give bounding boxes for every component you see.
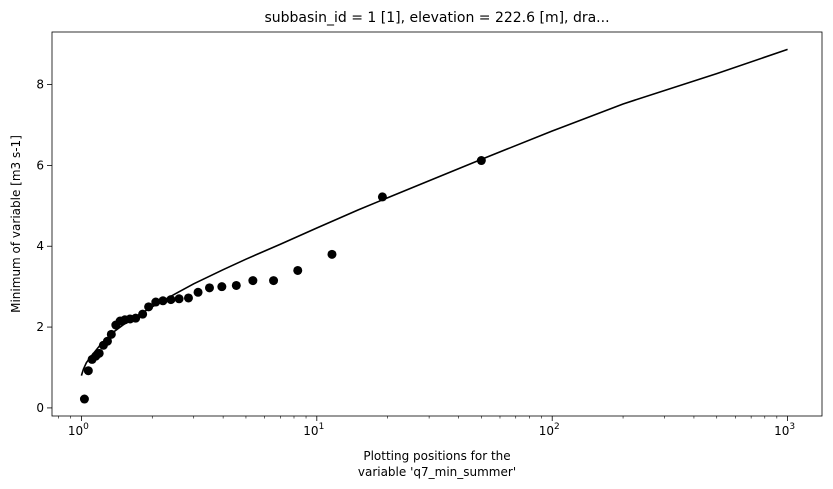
x-axis-label-line-1: Plotting positions for the	[363, 449, 510, 463]
data-point	[83, 366, 93, 376]
fit-line	[80, 48, 788, 376]
x-tick-label: 103	[774, 422, 795, 438]
data-point	[183, 293, 193, 303]
x-tick-label: 100	[68, 422, 89, 438]
data-point	[94, 348, 104, 358]
data-point	[204, 283, 214, 293]
y-tick-label: 4	[36, 239, 44, 253]
data-point	[174, 294, 184, 304]
x-tick-exponent: 0	[83, 422, 89, 432]
data-point	[293, 265, 303, 275]
x-tick-label: 101	[303, 422, 324, 438]
data-point	[327, 249, 337, 259]
data-point	[269, 276, 279, 286]
x-tick-exponent: 3	[789, 422, 795, 432]
y-tick-label: 8	[36, 78, 44, 92]
chart-title: subbasin_id = 1 [1], elevation = 222.6 […	[264, 10, 609, 26]
data-point	[231, 280, 241, 290]
data-point	[144, 302, 154, 312]
x-tick-label: 102	[539, 422, 560, 438]
data-point	[248, 276, 258, 286]
y-tick-label: 0	[36, 401, 44, 415]
x-axis-label-line-2: variable 'q7_min_summer'	[358, 465, 516, 479]
data-point	[217, 282, 227, 292]
data-point	[79, 394, 89, 404]
y-tick-label: 6	[36, 158, 44, 172]
data-point	[193, 287, 203, 297]
y-axis-label: Minimum of variable [m3 s-1]	[9, 135, 23, 313]
x-tick-exponent: 2	[554, 422, 560, 432]
y-tick-label: 2	[36, 320, 44, 334]
axes-frame	[51, 31, 823, 417]
x-tick-exponent: 1	[319, 422, 325, 432]
